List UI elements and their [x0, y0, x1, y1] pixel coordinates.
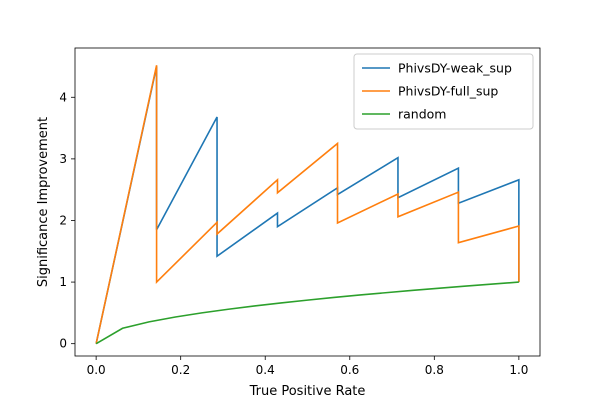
legend-box — [353, 53, 534, 130]
x-axis-label: True Positive Rate — [249, 384, 366, 399]
x-tick-label: 0.8 — [425, 363, 444, 377]
y-tick-label: 2 — [59, 213, 67, 227]
y-tick-label: 4 — [59, 90, 67, 104]
y-axis-label: Significance Improvement — [36, 117, 51, 287]
series-lines — [95, 65, 520, 345]
legend-label: PhivsDY-weak_sup — [398, 61, 512, 76]
x-tick-label: 0.2 — [171, 363, 190, 377]
x-tick-label: 0.6 — [340, 363, 359, 377]
y-tick-label: 0 — [59, 337, 67, 351]
y-tick-label: 1 — [59, 275, 67, 289]
series-line-random — [95, 281, 519, 345]
series-line-PhivsDY-full_sup — [95, 65, 520, 344]
plot-frame — [74, 47, 541, 357]
legend-label: PhivsDY-full_sup — [398, 84, 498, 99]
axis-ticks: 0.0 0.2 0.4 0.6 0.8 1.0 0 1 2 3 4 — [59, 90, 528, 377]
x-tick-label: 1.0 — [509, 363, 528, 377]
y-tick-label: 3 — [59, 152, 67, 166]
x-tick-label: 0.0 — [87, 363, 106, 377]
x-tick-label: 0.4 — [256, 363, 275, 377]
legend-label: random — [398, 107, 446, 122]
